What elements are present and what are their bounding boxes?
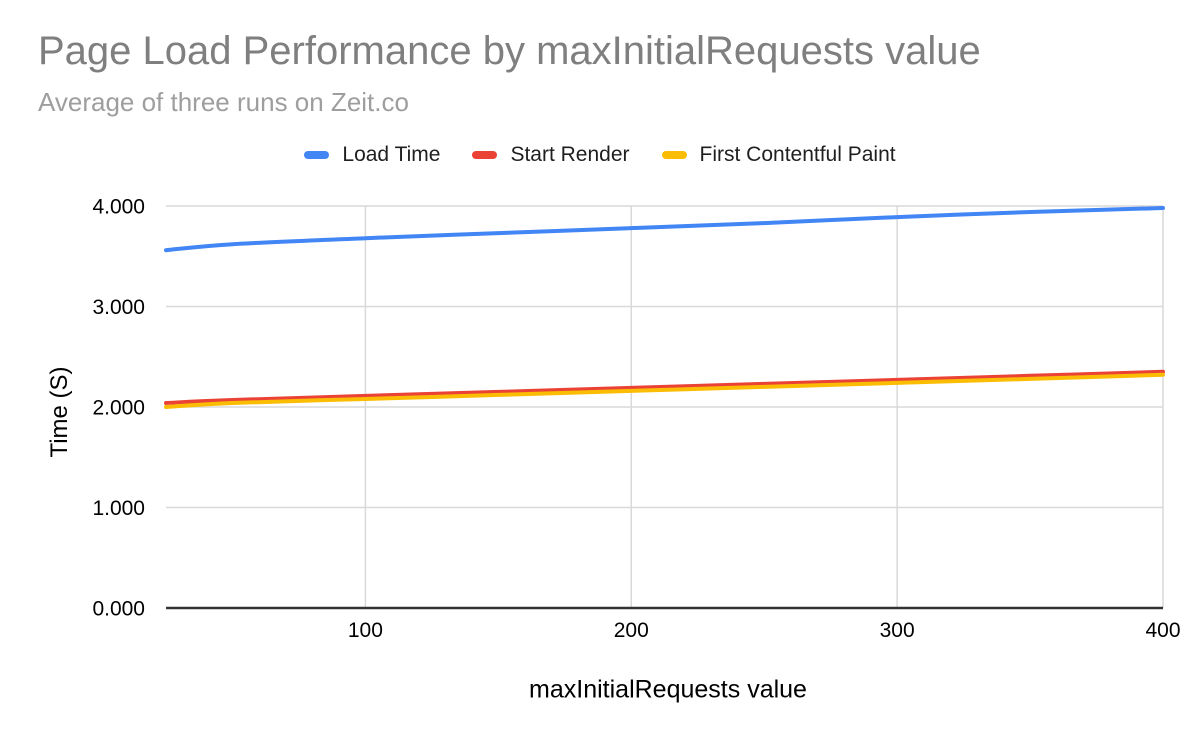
legend-label: Start Render (510, 143, 630, 166)
chart-title: Page Load Performance by maxInitialReque… (38, 29, 981, 73)
legend-item-load-time: Load Time (304, 143, 440, 167)
legend-item-first-contentful-paint: First Contentful Paint (661, 143, 896, 167)
y-tick-label: 0.000 (92, 598, 145, 621)
y-tick-label: 4.000 (92, 196, 145, 219)
x-axis-title: maxInitialRequests value (529, 675, 807, 704)
y-tick-label: 3.000 (92, 296, 145, 319)
chart-legend: Load Time Start Render First Contentful Pa… (0, 143, 1200, 167)
legend-label: Load Time (342, 143, 441, 166)
x-tick-label: 300 (880, 619, 915, 642)
legend-swatch-icon (661, 151, 687, 159)
legend-item-start-render: Start Render (472, 143, 630, 167)
legend-label: First Contentful Paint (699, 143, 896, 166)
series-line-load-time (164, 206, 1165, 253)
legend-swatch-icon (472, 151, 498, 159)
y-axis-title: Time (S) (46, 366, 73, 458)
legend-swatch-icon (304, 151, 330, 159)
series-line-first-contentful-paint (164, 372, 1165, 409)
series-line-start-render (164, 369, 1165, 405)
chart-subtitle: Average of three runs on Zeit.co (38, 87, 409, 117)
x-tick-label: 100 (348, 619, 383, 642)
y-tick-label: 2.000 (92, 397, 145, 420)
y-tick-label: 1.000 (92, 497, 145, 520)
x-tick-label: 400 (1145, 619, 1180, 642)
x-tick-label: 200 (614, 619, 649, 642)
